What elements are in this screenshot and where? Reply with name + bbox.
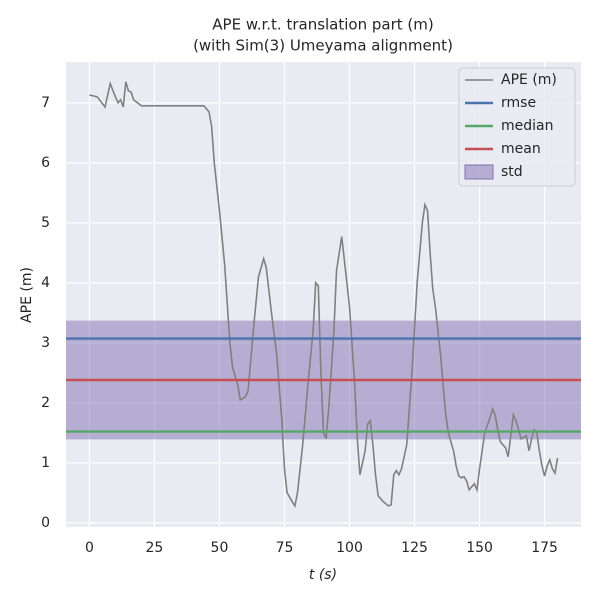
legend-label: mean xyxy=(501,141,541,157)
y-tick-label: 6 xyxy=(41,155,50,171)
y-tick-label: 0 xyxy=(41,515,50,531)
legend: APE (m) rmse median mean std xyxy=(458,67,576,187)
x-tick-label: 50 xyxy=(211,540,229,556)
y-tick-label: 4 xyxy=(41,275,50,291)
y-axis-label: APE (m) xyxy=(19,267,35,323)
legend-label: std xyxy=(501,164,523,180)
x-tick-label: 25 xyxy=(146,540,164,556)
y-tick-label: 3 xyxy=(41,335,50,351)
y-tick-label: 5 xyxy=(41,215,50,231)
x-axis-label: t (s) xyxy=(309,567,337,583)
y-tick-label: 1 xyxy=(41,455,50,471)
title-line: (with Sim(3) Umeyama alignment) xyxy=(193,37,453,55)
x-tick-label: 0 xyxy=(85,540,94,556)
legend-swatch xyxy=(464,164,494,180)
x-tick-label: 125 xyxy=(401,540,428,556)
legend-box xyxy=(458,67,576,187)
x-tick-label: 100 xyxy=(336,540,363,556)
data-line xyxy=(89,80,559,509)
y-tick-label: 2 xyxy=(41,395,50,411)
x-tick-label: 175 xyxy=(531,540,558,556)
legend-label: APE (m) xyxy=(501,72,557,88)
y-tick-label: 7 xyxy=(41,95,50,111)
legend-label: rmse xyxy=(501,95,536,111)
title-line: APE w.r.t. translation part (m) xyxy=(212,16,433,34)
x-tick-label: 150 xyxy=(466,540,493,556)
x-tick-label: 75 xyxy=(276,540,294,556)
legend-label: median xyxy=(501,118,553,134)
